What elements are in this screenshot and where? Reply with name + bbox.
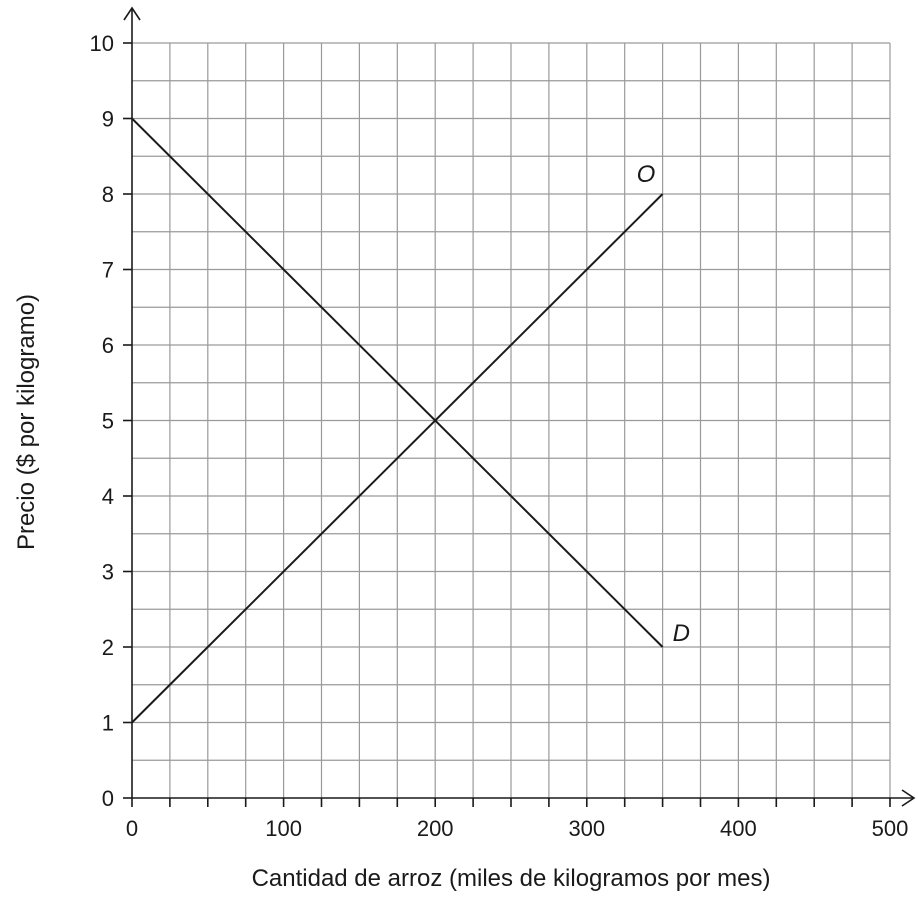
y-tick-label: 7 — [102, 258, 114, 283]
x-axis-arrow-icon — [901, 789, 916, 807]
y-tick-label: 8 — [102, 182, 114, 207]
series-label-d: D — [673, 620, 690, 647]
tick-labels: 0 100 200 300 400 500 0 1 2 3 4 5 6 7 8 9 10 — [90, 31, 909, 841]
y-axis-title: Precio ($ por kilogramo) — [13, 294, 40, 550]
y-tick-label: 6 — [102, 333, 114, 358]
y-tick-label: 1 — [102, 711, 114, 736]
y-axis-arrow-icon — [123, 6, 141, 21]
x-tick-label: 200 — [417, 816, 454, 841]
x-tick-label: 0 — [126, 816, 138, 841]
series-lines: OD — [131, 117, 690, 724]
series-line-d — [131, 117, 664, 648]
axes — [123, 6, 916, 807]
x-tick-label: 300 — [568, 816, 605, 841]
y-tick-label: 3 — [102, 560, 114, 585]
y-tick-label: 4 — [102, 484, 114, 509]
x-tick-label: 100 — [265, 816, 302, 841]
x-tick-label: 400 — [720, 816, 757, 841]
y-tick-label: 10 — [90, 31, 114, 56]
x-tick-label: 500 — [872, 816, 909, 841]
grid — [132, 42, 891, 798]
y-tick-label: 0 — [102, 786, 114, 811]
y-tick-label: 2 — [102, 635, 114, 660]
y-tick-label: 5 — [102, 409, 114, 434]
series-line-o — [131, 193, 664, 724]
x-axis-title: Cantidad de arroz (miles de kilogramos p… — [252, 865, 771, 892]
y-tick-label: 9 — [102, 107, 114, 132]
series-label-o: O — [637, 161, 656, 188]
